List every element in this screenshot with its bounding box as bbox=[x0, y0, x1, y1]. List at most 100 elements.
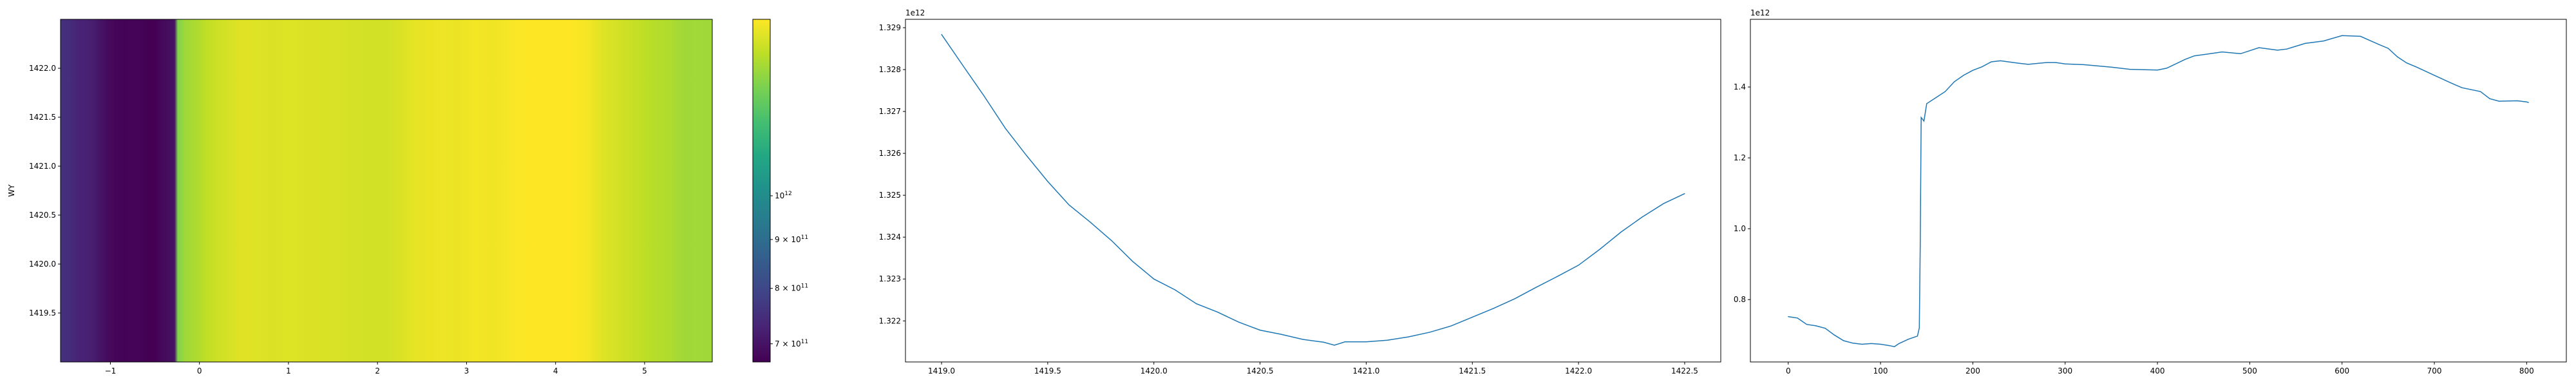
data-point bbox=[1806, 324, 1808, 325]
x-tick-label: 1421.5 bbox=[1459, 366, 1486, 375]
data-point bbox=[2018, 62, 2020, 64]
data-point bbox=[1153, 278, 1155, 280]
data-point bbox=[941, 33, 942, 35]
y-tick-label: 0.8 bbox=[1734, 295, 1746, 304]
colorbar-tick-exponent: 12 bbox=[784, 191, 791, 197]
data-point bbox=[1843, 340, 1844, 341]
data-point bbox=[1047, 181, 1048, 182]
colorbar-tick-label: 7 × 1011 bbox=[775, 339, 808, 348]
y-tick-label: 1420.5 bbox=[29, 211, 56, 220]
axes-frame bbox=[1750, 19, 2567, 363]
colorbar-tick-mantissa: 7 × 10 bbox=[775, 339, 801, 348]
data-point bbox=[2046, 62, 2047, 63]
x-tick-label: 1422.0 bbox=[1565, 366, 1592, 375]
y-tick-label: 1.4 bbox=[1734, 82, 1746, 91]
x-tick-label: 1420.0 bbox=[1141, 366, 1168, 375]
data-point bbox=[1408, 336, 1409, 337]
x-tick-label: 1419.0 bbox=[928, 366, 955, 375]
data-point bbox=[2480, 91, 2481, 92]
x-tick-label: 400 bbox=[2150, 366, 2165, 375]
x-tick-label: 0 bbox=[1786, 366, 1791, 375]
data-point bbox=[1833, 334, 1835, 336]
data-point bbox=[2528, 102, 2529, 103]
data-point bbox=[1026, 155, 1027, 156]
x-tick-label: 1419.5 bbox=[1034, 366, 1061, 375]
colorbar-tick-exponent: 11 bbox=[801, 234, 808, 241]
data-point bbox=[1954, 81, 1955, 82]
x-tick-label: 500 bbox=[2242, 366, 2257, 375]
y-tick-label: 1.327 bbox=[879, 107, 901, 116]
x-tick-label: 1 bbox=[286, 366, 291, 375]
y-tick-label: 1420.0 bbox=[29, 260, 56, 269]
data-point bbox=[2083, 64, 2085, 66]
offset-label: 1e12 bbox=[1750, 8, 1770, 17]
data-point bbox=[2286, 48, 2287, 50]
data-point bbox=[1323, 341, 1325, 343]
heatmap-panel: −1 0 1 2 3 4 5 1419.5 1420.0 1420.5 1421.0 1421.5 14… bbox=[7, 19, 713, 375]
series-line bbox=[941, 33, 1685, 346]
data-point bbox=[1365, 341, 1367, 343]
x-tick-label: −1 bbox=[105, 366, 117, 375]
y-tick-label: 1421.5 bbox=[29, 113, 56, 122]
x-tick-label: 1422.5 bbox=[1671, 366, 1698, 375]
data-point bbox=[1196, 303, 1197, 305]
data-point bbox=[962, 64, 963, 66]
offset-label: 1e12 bbox=[905, 8, 925, 17]
y-tick-label: 1.325 bbox=[879, 191, 901, 200]
x-tick-label: 5 bbox=[642, 366, 647, 375]
heatmap-image bbox=[61, 19, 712, 362]
data-point bbox=[2110, 66, 2112, 68]
data-point bbox=[1889, 345, 1891, 346]
y-tick-label: 1421.0 bbox=[29, 162, 56, 171]
y-tick-label: 1.2 bbox=[1734, 153, 1746, 162]
data-point bbox=[2406, 62, 2407, 64]
data-point bbox=[2129, 68, 2130, 70]
x-tick-label: 800 bbox=[2519, 366, 2534, 375]
colorbar-bar bbox=[752, 19, 771, 363]
data-point bbox=[1815, 325, 1817, 327]
data-point bbox=[1111, 240, 1112, 241]
data-point bbox=[1557, 276, 1558, 277]
y-tick-label: 1.0 bbox=[1734, 224, 1746, 233]
x-tick-label: 1421.0 bbox=[1352, 366, 1379, 375]
data-point bbox=[1450, 325, 1452, 327]
data-point bbox=[2360, 35, 2361, 37]
data-point bbox=[1535, 287, 1537, 288]
x-tick-label: 200 bbox=[1965, 366, 1980, 375]
data-point bbox=[983, 95, 985, 97]
data-point bbox=[1944, 91, 1946, 92]
y-tick-label: 1.324 bbox=[879, 232, 901, 242]
data-point bbox=[1893, 346, 1895, 347]
colorbar-tick-label: 1012 bbox=[775, 191, 792, 200]
heatmap-frame bbox=[60, 19, 713, 363]
data-point bbox=[2387, 48, 2389, 49]
axes-frame bbox=[905, 19, 1721, 363]
x-tick-label: 2 bbox=[375, 366, 380, 375]
x-tick-label: 100 bbox=[1873, 366, 1888, 375]
y-tick-label: 1.322 bbox=[879, 316, 901, 325]
x-tick-label: 4 bbox=[553, 366, 558, 375]
data-point bbox=[2184, 59, 2186, 60]
data-point bbox=[1935, 97, 1937, 99]
x-tick-label: 0 bbox=[197, 366, 202, 375]
x-tick-label: 1420.5 bbox=[1247, 366, 1274, 375]
y-tick-label: 1.329 bbox=[879, 23, 901, 32]
colorbar-tick-mantissa: 9 × 10 bbox=[775, 235, 801, 244]
colorbar-tick-label: 9 × 1011 bbox=[775, 234, 808, 244]
x-tick-label: 300 bbox=[2058, 366, 2072, 375]
x-tick-label: 3 bbox=[464, 366, 469, 375]
series-line bbox=[1788, 35, 2529, 348]
line-chart-index-profile: 0 100 200 300 400 500 600 700 800 0.8 1.0 1.2 1.4 1e1… bbox=[1734, 8, 2567, 375]
colorbar-tick-mantissa: 10 bbox=[775, 191, 784, 200]
x-tick-label: 600 bbox=[2334, 366, 2349, 375]
data-point bbox=[1238, 321, 1240, 323]
data-point bbox=[1920, 117, 1922, 118]
y-tick-label: 1.328 bbox=[879, 65, 901, 74]
x-tick-label: 700 bbox=[2427, 366, 2442, 375]
colorbar-tick-exponent: 11 bbox=[801, 283, 808, 290]
line-chart-wy-profile: 1419.0 1419.5 1420.0 1420.5 1421.0 1421.5 1422… bbox=[879, 8, 1721, 375]
y-tick-label: 1.323 bbox=[879, 274, 901, 283]
y-tick-label: 1422.0 bbox=[29, 64, 56, 73]
